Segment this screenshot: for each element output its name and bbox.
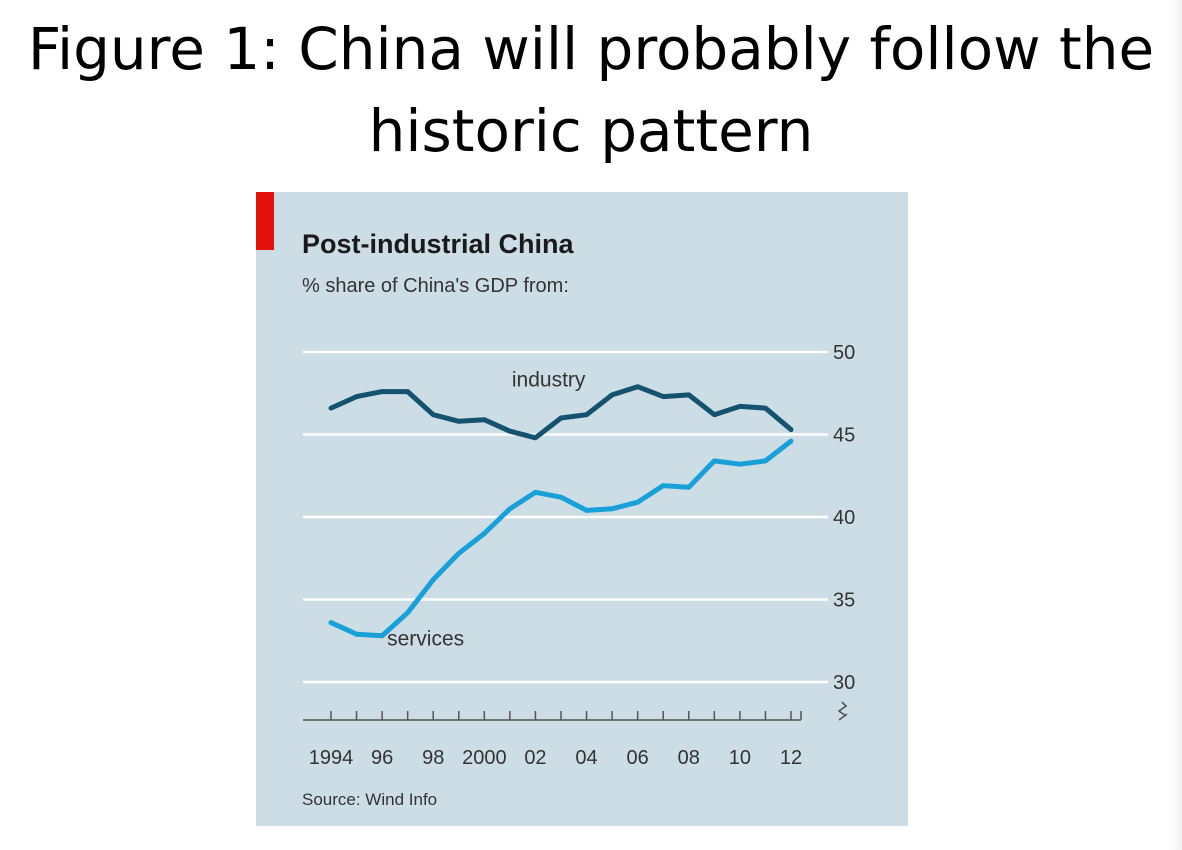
- x-tick-label-10: 10: [729, 747, 751, 769]
- series-label-industry: industry: [512, 369, 586, 392]
- x-tick-label-08: 08: [678, 747, 700, 769]
- x-tick-label-04: 04: [575, 747, 597, 769]
- series-line-industry: [328, 384, 794, 441]
- x-tick-label-02: 02: [524, 747, 546, 769]
- chart-title: Post-industrial China: [302, 229, 575, 259]
- x-axis: [303, 701, 848, 721]
- y-tick-label-30: 30: [833, 672, 855, 694]
- x-tick-label-06: 06: [627, 747, 649, 769]
- gridlines: [303, 350, 828, 684]
- slide-edge-shadow: [1168, 0, 1182, 850]
- slide-title: Figure 1: China will probably follow the…: [0, 8, 1182, 172]
- y-tick-label-45: 45: [833, 425, 855, 447]
- y-tick-label-50: 50: [833, 342, 855, 364]
- slide-title-line-2: historic pattern: [368, 97, 814, 165]
- series-label-services: services: [387, 628, 464, 651]
- x-tick-label-98: 98: [422, 747, 444, 769]
- chart-subtitle: % share of China's GDP from:: [302, 275, 569, 297]
- y-tick-label-40: 40: [833, 507, 855, 529]
- x-tick-label-96: 96: [371, 747, 393, 769]
- x-tick-label-12: 12: [780, 747, 802, 769]
- slide-title-line-1: Figure 1: China will probably follow the: [27, 15, 1155, 83]
- x-tick-label-1994: 1994: [309, 747, 354, 769]
- series-line-services: [328, 438, 794, 639]
- y-tick-label-35: 35: [833, 590, 855, 612]
- brand-red-tag: [256, 192, 274, 250]
- series-lines: [328, 384, 794, 639]
- axis-labels: 30 35 40 45 50 industry services 1994 96 98 2000 02…: [309, 342, 856, 769]
- x-tick-label-2000: 2000: [462, 747, 507, 769]
- axis-break-icon: [837, 701, 848, 721]
- chart-source: Source: Wind Info: [302, 790, 437, 809]
- line-chart: Post-industrial China % share of China's…: [302, 229, 856, 809]
